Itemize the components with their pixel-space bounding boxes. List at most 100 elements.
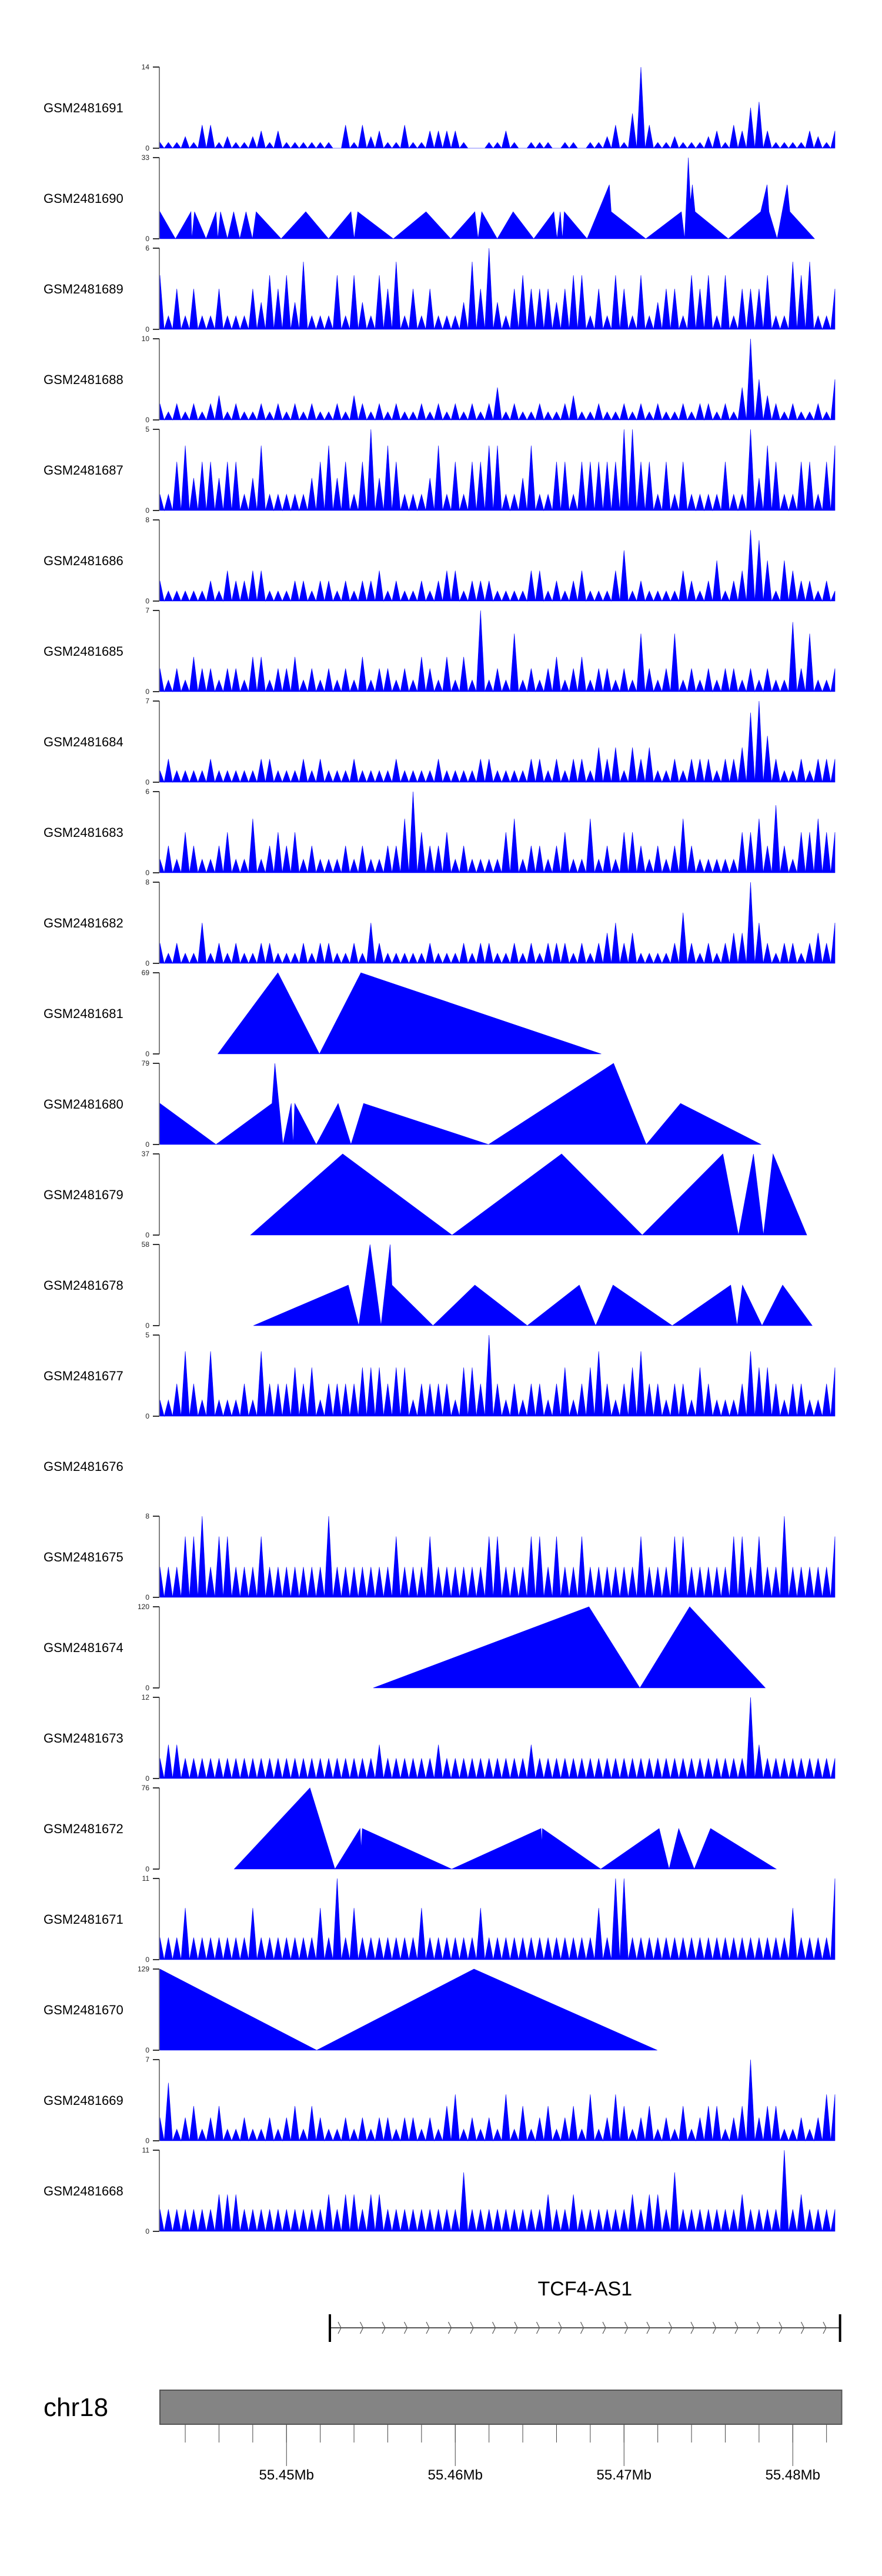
track-label: GSM2481670 xyxy=(44,2003,123,2017)
track-label: GSM2481669 xyxy=(44,2093,123,2108)
track-GSM2481676: GSM2481676 xyxy=(44,1459,123,1474)
y-max-label: 69 xyxy=(142,969,150,977)
y-min-label: 0 xyxy=(145,235,149,243)
strand-chevron-icon xyxy=(470,2321,474,2334)
y-max-label: 76 xyxy=(142,1784,150,1792)
x-tick-label: 55.46Mb xyxy=(428,2467,483,2483)
track-GSM2481673: GSM2481673 12 0 xyxy=(44,1693,836,1783)
track-GSM2481678: GSM2481678 58 0 xyxy=(44,1240,813,1330)
track-GSM2481691: GSM2481691 14 0 xyxy=(44,63,836,152)
strand-chevron-icon xyxy=(403,2321,408,2334)
y-min-label: 0 xyxy=(145,1322,149,1330)
y-max-label: 58 xyxy=(142,1240,150,1249)
strand-chevron-icon xyxy=(514,2321,518,2334)
track-GSM2481684: GSM2481684 7 0 xyxy=(44,697,836,786)
y-min-label: 0 xyxy=(145,778,149,786)
y-max-label: 6 xyxy=(145,788,149,796)
track-label: GSM2481679 xyxy=(44,1187,123,1202)
y-min-label: 0 xyxy=(145,506,149,515)
y-max-label: 11 xyxy=(142,1874,150,1883)
track-label: GSM2481680 xyxy=(44,1097,123,1112)
y-min-label: 0 xyxy=(145,1865,149,1873)
y-max-label: 12 xyxy=(142,1693,150,1701)
strand-chevron-icon xyxy=(447,2321,452,2334)
track-GSM2481679: GSM2481679 37 0 xyxy=(44,1150,807,1239)
track-GSM2481686: GSM2481686 8 0 xyxy=(44,516,836,605)
strand-chevron-icon xyxy=(624,2321,629,2334)
coverage-area xyxy=(159,791,836,874)
strand-chevron-icon xyxy=(734,2321,739,2334)
coverage-area xyxy=(217,972,602,1055)
strand-chevron-icon xyxy=(823,2321,827,2334)
track-GSM2481690: GSM2481690 33 0 xyxy=(44,154,815,243)
y-max-label: 120 xyxy=(138,1603,149,1611)
track-label: GSM2481685 xyxy=(44,644,123,659)
y-max-label: 8 xyxy=(145,516,149,524)
chromosome-axis: chr18 55.45Mb 55.46Mb 55.47Mb 55.48Mb xyxy=(44,2390,843,2483)
track-GSM2481685: GSM2481685 7 0 xyxy=(44,606,836,696)
track-label: GSM2481689 xyxy=(44,282,123,296)
y-min-label: 0 xyxy=(145,1593,149,1601)
track-label: GSM2481671 xyxy=(44,1912,123,1927)
y-min-label: 0 xyxy=(145,597,149,605)
coverage-area xyxy=(159,2150,836,2232)
y-max-label: 6 xyxy=(145,244,149,252)
track-GSM2481671: GSM2481671 11 0 xyxy=(44,1874,836,1964)
y-max-label: 10 xyxy=(142,335,150,343)
y-min-label: 0 xyxy=(145,1231,149,1239)
y-min-label: 0 xyxy=(145,1140,149,1149)
x-tick-label: 55.45Mb xyxy=(259,2467,314,2483)
y-max-label: 7 xyxy=(145,606,149,615)
chromosome-ideogram xyxy=(159,2390,843,2425)
track-GSM2481674: GSM2481674 120 0 xyxy=(44,1603,766,1692)
coverage-area xyxy=(250,1153,807,1236)
strand-chevron-icon xyxy=(426,2321,430,2334)
y-max-label: 11 xyxy=(142,2146,150,2154)
y-max-label: 5 xyxy=(145,1331,149,1339)
coverage-area xyxy=(159,700,836,783)
track-label: GSM2481684 xyxy=(44,735,123,749)
y-min-label: 0 xyxy=(145,959,149,967)
track-label: GSM2481675 xyxy=(44,1550,123,1564)
track-GSM2481681: GSM2481681 69 0 xyxy=(44,969,602,1058)
y-min-label: 0 xyxy=(145,1774,149,1783)
coverage-area xyxy=(159,1968,657,2051)
coverage-area xyxy=(159,1878,836,1960)
y-max-label: 37 xyxy=(142,1150,150,1158)
y-max-label: 7 xyxy=(145,2056,149,2064)
coverage-area xyxy=(159,1697,836,1779)
coverage-area xyxy=(159,66,836,149)
strand-chevron-icon xyxy=(602,2321,606,2334)
y-max-label: 14 xyxy=(142,63,150,71)
strand-chevron-icon xyxy=(558,2321,562,2334)
y-min-label: 0 xyxy=(145,1050,149,1058)
strand-chevron-icon xyxy=(712,2321,717,2334)
track-label: GSM2481682 xyxy=(44,916,123,930)
track-GSM2481670: GSM2481670 129 0 xyxy=(44,1965,657,2054)
track-GSM2481689: GSM2481689 6 0 xyxy=(44,244,836,333)
y-min-label: 0 xyxy=(145,2227,149,2235)
y-min-label: 0 xyxy=(145,688,149,696)
x-tick-label: 55.48Mb xyxy=(766,2467,820,2483)
strand-chevron-icon xyxy=(800,2321,805,2334)
strand-chevron-icon xyxy=(492,2321,496,2334)
gene-track: TCF4-AS1 xyxy=(329,2278,841,2342)
track-GSM2481683: GSM2481683 6 0 xyxy=(44,788,836,877)
y-max-label: 7 xyxy=(145,697,149,705)
y-max-label: 79 xyxy=(142,1059,150,1067)
y-min-label: 0 xyxy=(145,2137,149,2145)
gene-label: TCF4-AS1 xyxy=(538,2278,633,2300)
coverage-area xyxy=(253,1244,813,1326)
coverage-area xyxy=(159,248,836,331)
strand-chevron-icon xyxy=(580,2321,584,2334)
strand-chevron-icon xyxy=(359,2321,364,2334)
strand-chevron-icon xyxy=(779,2321,783,2334)
track-label: GSM2481673 xyxy=(44,1731,123,1746)
y-max-label: 5 xyxy=(145,425,149,433)
coverage-area xyxy=(159,2059,836,2142)
strand-chevron-icon xyxy=(536,2321,540,2334)
y-min-label: 0 xyxy=(145,869,149,877)
track-GSM2481675: GSM2481675 8 0 xyxy=(44,1512,836,1601)
y-max-label: 8 xyxy=(145,878,149,886)
